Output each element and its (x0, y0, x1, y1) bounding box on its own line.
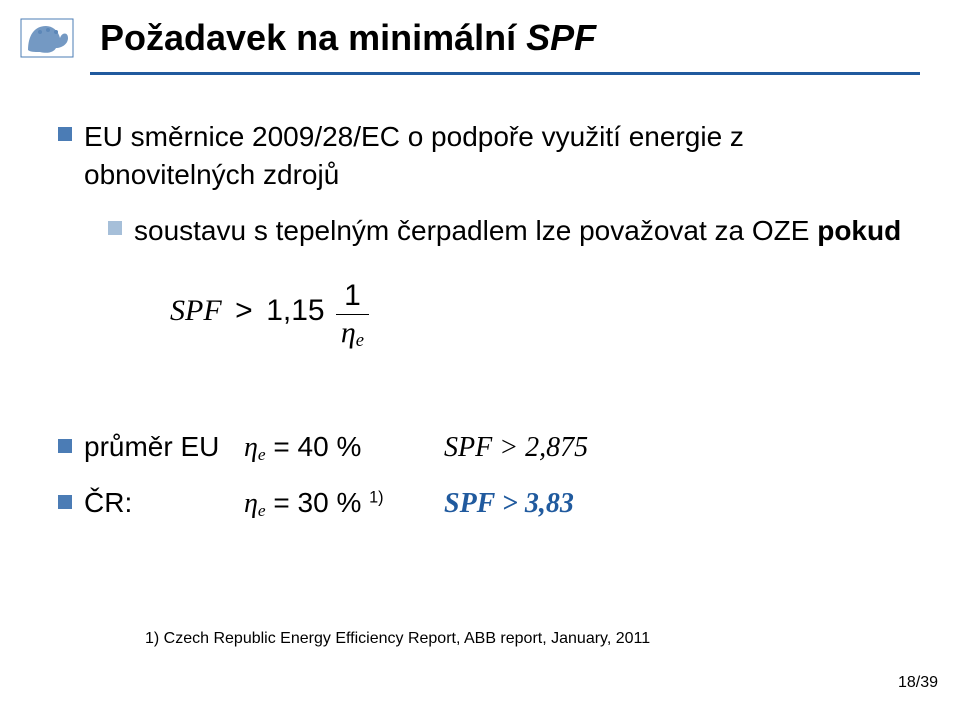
row-cr-footnote-ref: 1) (369, 488, 383, 506)
row-eu-spf-prefix: SPF (444, 432, 492, 463)
row-cr: ČR: ηe = 30 % 1) SPF > 3,83 (58, 486, 574, 522)
formula-const: 1,15 (266, 294, 324, 327)
row-cr-spf-prefix: SPF (444, 488, 495, 519)
row-eu-eq: = 40 % (266, 431, 362, 462)
bullet-main-icon (58, 127, 72, 141)
title-italic-spf: SPF (526, 17, 596, 58)
bullet-main-directive: EU směrnice 2009/28/EC o podpoře využití… (58, 118, 908, 194)
formula-eta: η (341, 316, 356, 349)
row-cr-label: ČR: (84, 486, 244, 520)
row-eu-spf: SPF > 2,875 (444, 430, 588, 465)
row-cr-eq: = 30 % (266, 487, 370, 518)
row-cr-spf-rest: > 3,83 (495, 488, 574, 519)
row-cr-spf: SPF > 3,83 (444, 486, 574, 521)
row-eu-eta-sub: e (258, 445, 266, 464)
formula-spf: SPF (170, 294, 222, 327)
row-cr-content: ČR: ηe = 30 % 1) SPF > 3,83 (84, 486, 574, 522)
formula-eta-sub: e (356, 330, 364, 351)
bullet-main-icon (58, 495, 72, 509)
formula-frac-top: 1 (336, 280, 369, 315)
bullet-sub-text-part1: soustavu s tepelným čerpadlem lze považo… (134, 215, 817, 246)
bullet-main-icon (58, 439, 72, 453)
row-cr-eta-sub: e (258, 501, 266, 520)
bullet-main-text: EU směrnice 2009/28/EC o podpoře využití… (84, 118, 908, 194)
formula-fraction: 1 ηe (336, 280, 369, 350)
row-cr-eta-sym: η (244, 488, 258, 519)
formula-frac-bot: ηe (336, 315, 369, 351)
row-eu-label: průměr EU (84, 430, 244, 464)
lion-crest-icon (20, 18, 74, 58)
footnote: 1) Czech Republic Energy Efficiency Repo… (145, 630, 650, 648)
slide: Požadavek na minimální SPF EU směrnice 2… (0, 0, 960, 710)
slide-title: Požadavek na minimální SPF (100, 18, 596, 58)
title-text: Požadavek na minimální (100, 17, 526, 58)
row-eu-spf-rest: > 2,875 (492, 432, 588, 463)
row-eu-eta: ηe = 40 % (244, 430, 444, 466)
bullet-sub-condition: soustavu s tepelným čerpadlem lze považo… (108, 212, 908, 250)
spf-formula: SPF > 1,15 1 ηe (170, 278, 369, 348)
row-eu-content: průměr EU ηe = 40 % SPF > 2,875 (84, 430, 588, 466)
formula-gt: > (235, 294, 253, 327)
row-eu: průměr EU ηe = 40 % SPF > 2,875 (58, 430, 588, 466)
row-cr-eta: ηe = 30 % 1) (244, 486, 444, 522)
bullet-sub-text-bold: pokud (817, 215, 901, 246)
title-underline (90, 72, 920, 75)
bullet-sub-text: soustavu s tepelným čerpadlem lze považo… (134, 212, 901, 250)
row-eu-eta-sym: η (244, 432, 258, 463)
page-number: 18/39 (898, 674, 938, 692)
bullet-sub-icon (108, 221, 122, 235)
